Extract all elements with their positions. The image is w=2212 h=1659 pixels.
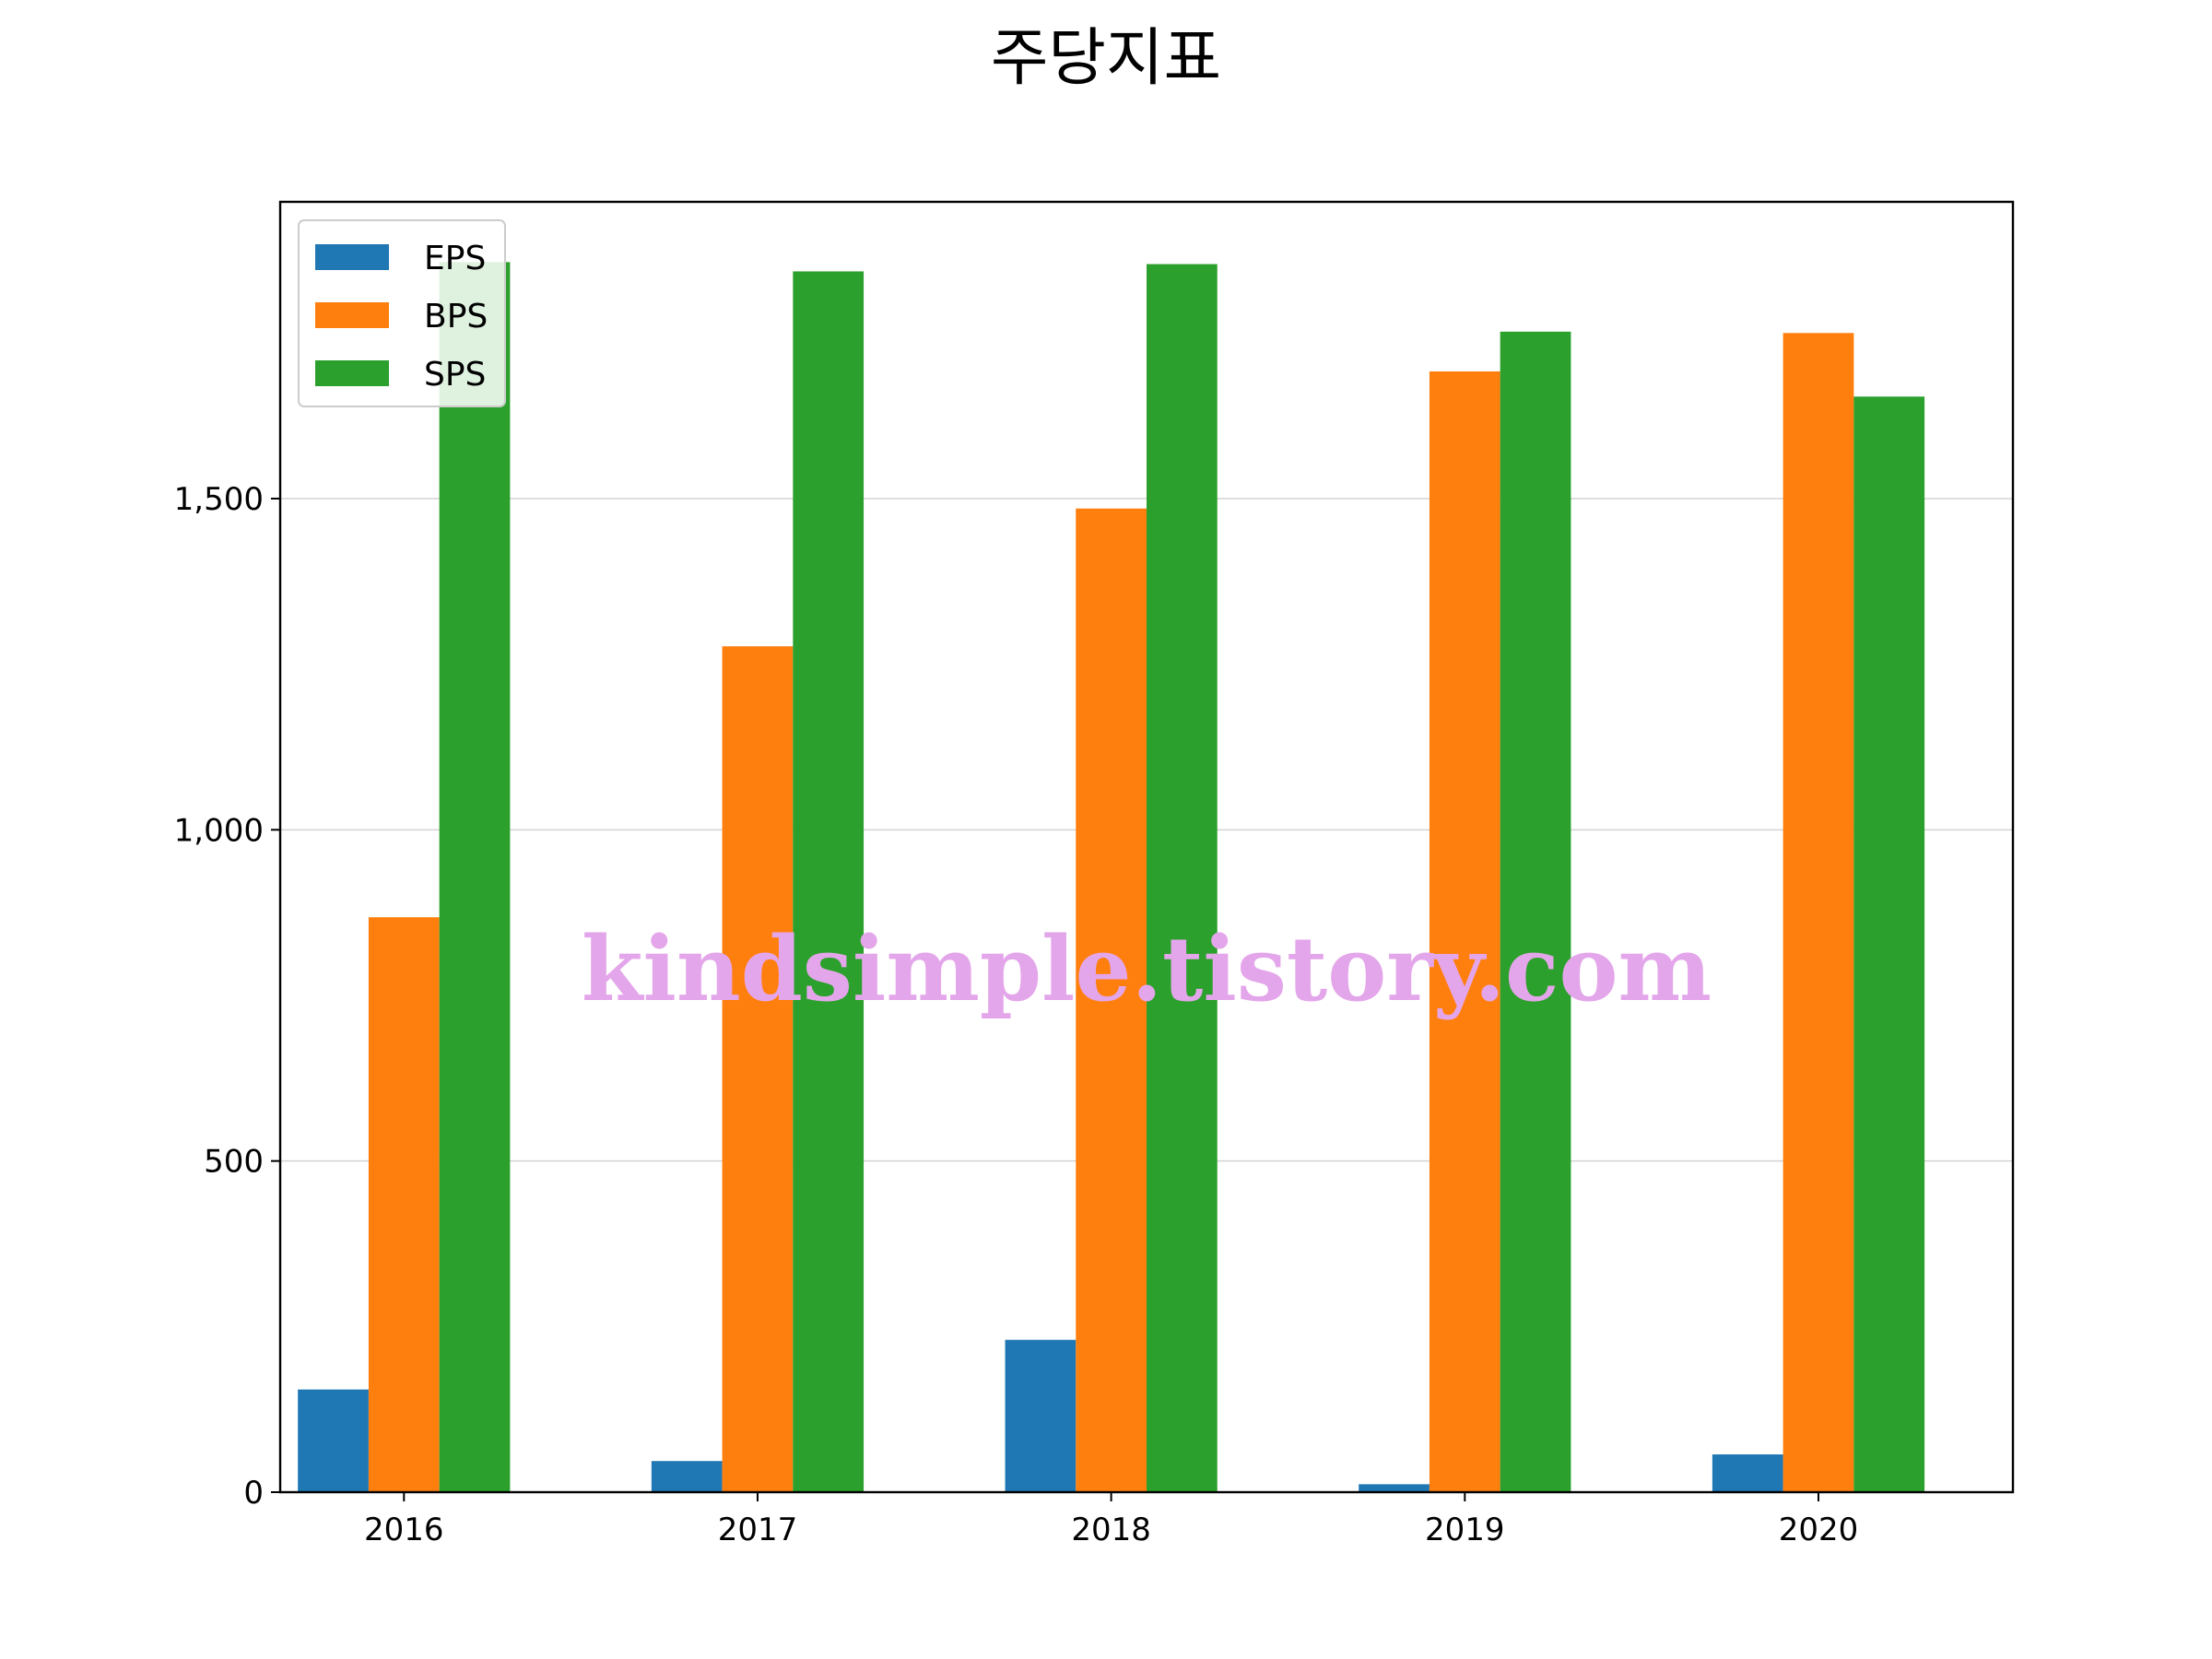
y-tick-label: 500 xyxy=(204,1144,264,1181)
bars xyxy=(298,262,1925,1493)
bar-sps-2020 xyxy=(1853,396,1925,1492)
bar-sps-2017 xyxy=(793,271,865,1492)
y-axis: 0 500 1,000 1,500 xyxy=(174,481,280,1512)
bar-eps-2016 xyxy=(298,1389,369,1492)
bar-sps-2016 xyxy=(439,262,511,1493)
plot-frame xyxy=(278,200,2015,1494)
x-tick-label: 2020 xyxy=(1779,1512,1859,1548)
x-axis: 2016 2017 2018 2019 2020 xyxy=(364,1492,1858,1548)
bar-bps-2016 xyxy=(368,917,440,1492)
bar-bps-2020 xyxy=(1783,333,1854,1492)
bar-bps-2019 xyxy=(1429,371,1500,1492)
x-tick-label: 2016 xyxy=(364,1512,444,1548)
legend-label-eps: EPS xyxy=(424,240,486,277)
legend-label-bps: BPS xyxy=(424,298,488,335)
bar-eps-2019 xyxy=(1359,1484,1430,1492)
x-tick-label: 2018 xyxy=(1071,1512,1151,1548)
watermark-text: kindsimple.tistory.com xyxy=(582,917,1712,1021)
bar-bps-2017 xyxy=(722,646,794,1492)
bar-bps-2018 xyxy=(1076,508,1147,1493)
bar-sps-2018 xyxy=(1147,264,1218,1493)
bar-sps-2019 xyxy=(1500,331,1571,1492)
y-tick-label: 1,500 xyxy=(174,481,264,518)
bar-eps-2017 xyxy=(651,1461,723,1492)
legend-label-sps: SPS xyxy=(424,356,486,394)
chart-title: 주당지표 xyxy=(991,22,1221,95)
legend-swatch-eps xyxy=(315,244,389,270)
legend-swatch-sps xyxy=(315,360,389,386)
bar-eps-2020 xyxy=(1712,1454,1783,1492)
x-tick-label: 2019 xyxy=(1425,1512,1505,1548)
legend: EPS BPS SPS xyxy=(298,219,506,407)
y-tick-label: 1,000 xyxy=(174,812,264,849)
legend-swatch-bps xyxy=(315,302,389,328)
y-tick-label: 0 xyxy=(243,1475,264,1512)
x-tick-label: 2017 xyxy=(718,1512,798,1548)
bar-eps-2018 xyxy=(1005,1339,1077,1492)
